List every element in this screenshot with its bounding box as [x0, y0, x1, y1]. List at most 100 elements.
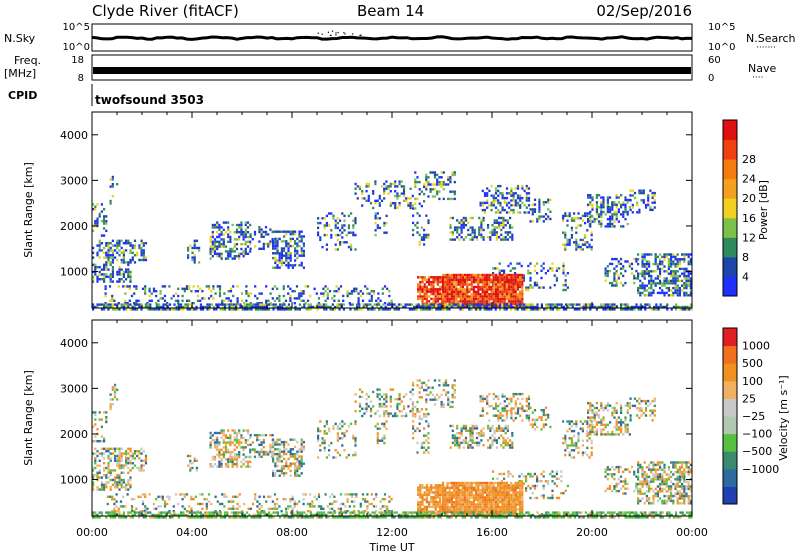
- heatmap-cell: [493, 219, 496, 222]
- heatmap-cell: [593, 218, 596, 221]
- heatmap-cell: [116, 447, 119, 450]
- heatmap-cell: [519, 194, 522, 197]
- heatmap-cell: [464, 273, 467, 277]
- heatmap-cell: [94, 413, 97, 416]
- heatmap-cell: [341, 444, 344, 447]
- heatmap-cell: [294, 242, 297, 245]
- heatmap-cell: [582, 308, 585, 311]
- heatmap-cell: [470, 295, 473, 298]
- heatmap-cell: [402, 305, 405, 309]
- heatmap-cell: [516, 407, 520, 410]
- heatmap-cell: [107, 268, 110, 271]
- heatmap-cell: [365, 398, 368, 401]
- heatmap-cell: [283, 303, 286, 306]
- heatmap-cell: [540, 409, 543, 412]
- heatmap-cell: [427, 393, 430, 397]
- heatmap-cell: [485, 305, 488, 309]
- heatmap-cell: [411, 303, 414, 306]
- heatmap-cell: [663, 284, 666, 287]
- heatmap-cell: [209, 465, 212, 468]
- heatmap-cell: [233, 453, 236, 456]
- heatmap-cell: [414, 183, 417, 186]
- heatmap-cell: [613, 210, 616, 214]
- heatmap-cell: [209, 245, 212, 248]
- heatmap-cell: [584, 303, 587, 306]
- heatmap-cell: [211, 226, 214, 229]
- heatmap-cell: [450, 303, 453, 306]
- heatmap-cell: [451, 231, 454, 234]
- heatmap-cell: [96, 280, 99, 283]
- heatmap-cell: [602, 409, 605, 412]
- heatmap-cell: [100, 440, 103, 443]
- heatmap-cell: [341, 226, 344, 230]
- heatmap-cell: [430, 308, 433, 311]
- heatmap-cell: [486, 281, 489, 284]
- heatmap-cell: [547, 496, 550, 500]
- heatmap-cell: [283, 457, 286, 461]
- heatmap-cell: [431, 188, 434, 191]
- heatmap-cell: [423, 192, 426, 196]
- cpid-panel: CPID twofsound 3503: [8, 84, 204, 107]
- heatmap-cell: [448, 281, 451, 284]
- heatmap-cell: [246, 431, 250, 435]
- heatmap-cell: [591, 215, 594, 218]
- heatmap-cell: [620, 430, 623, 434]
- heatmap-cell: [481, 276, 484, 279]
- heatmap-cell: [187, 256, 190, 259]
- heatmap-cell: [674, 255, 677, 259]
- heatmap-cell: [432, 300, 435, 303]
- heatmap-cell: [213, 458, 217, 461]
- heatmap-cell: [107, 303, 110, 306]
- heatmap-cell: [378, 402, 381, 406]
- heatmap-cell: [278, 266, 281, 269]
- heatmap-cell: [569, 303, 572, 306]
- heatmap-cell: [345, 429, 348, 433]
- heatmap-cell: [471, 432, 474, 435]
- heatmap-cell: [278, 230, 281, 233]
- heatmap-cell: [595, 206, 598, 209]
- heatmap-cell: [514, 300, 517, 303]
- heatmap-cell: [502, 429, 505, 432]
- heatmap-cell: [533, 484, 536, 488]
- heatmap-cell: [568, 437, 571, 440]
- heatmap-cell: [488, 281, 491, 284]
- heatmap-cell: [500, 480, 503, 483]
- heatmap-cell: [556, 305, 559, 309]
- heatmap-cell: [549, 217, 552, 221]
- heatmap-cell: [217, 305, 220, 309]
- heatmap-cell: [118, 239, 121, 242]
- heatmap-cell: [109, 405, 112, 408]
- heatmap-cell: [462, 427, 465, 430]
- heatmap-cell: [294, 254, 297, 257]
- heatmap-cell: [432, 280, 435, 284]
- heatmap-cell: [272, 244, 275, 248]
- heatmap-cell: [155, 294, 158, 298]
- heatmap-cell: [505, 409, 509, 413]
- heatmap-cell: [105, 256, 108, 259]
- heatmap-cell: [479, 400, 482, 403]
- heatmap-cell: [317, 434, 320, 438]
- heatmap-cell: [323, 217, 326, 220]
- heatmap-cell: [502, 446, 505, 449]
- heatmap-cell: [611, 284, 614, 287]
- heatmap-cell: [667, 294, 670, 297]
- heatmap-cell: [511, 444, 514, 447]
- heatmap-cell: [490, 194, 493, 197]
- heatmap-cell: [653, 305, 656, 309]
- heatmap-cell: [615, 210, 618, 214]
- heatmap-cell: [516, 293, 519, 296]
- heatmap-cell: [427, 386, 430, 389]
- heatmap-cell: [120, 486, 123, 489]
- heatmap-cell: [294, 462, 297, 465]
- heatmap-cell: [447, 391, 450, 394]
- heatmap-cell: [398, 402, 401, 406]
- heatmap-cell: [440, 400, 443, 404]
- heatmap-cell: [602, 198, 605, 202]
- heatmap-cell: [213, 247, 217, 251]
- heatmap-cell: [92, 440, 95, 443]
- heatmap-cell: [183, 287, 186, 290]
- heatmap-cell: [434, 297, 437, 301]
- heatmap-cell: [503, 281, 506, 284]
- heatmap-cell: [213, 245, 217, 248]
- heatmap-cell: [229, 252, 232, 255]
